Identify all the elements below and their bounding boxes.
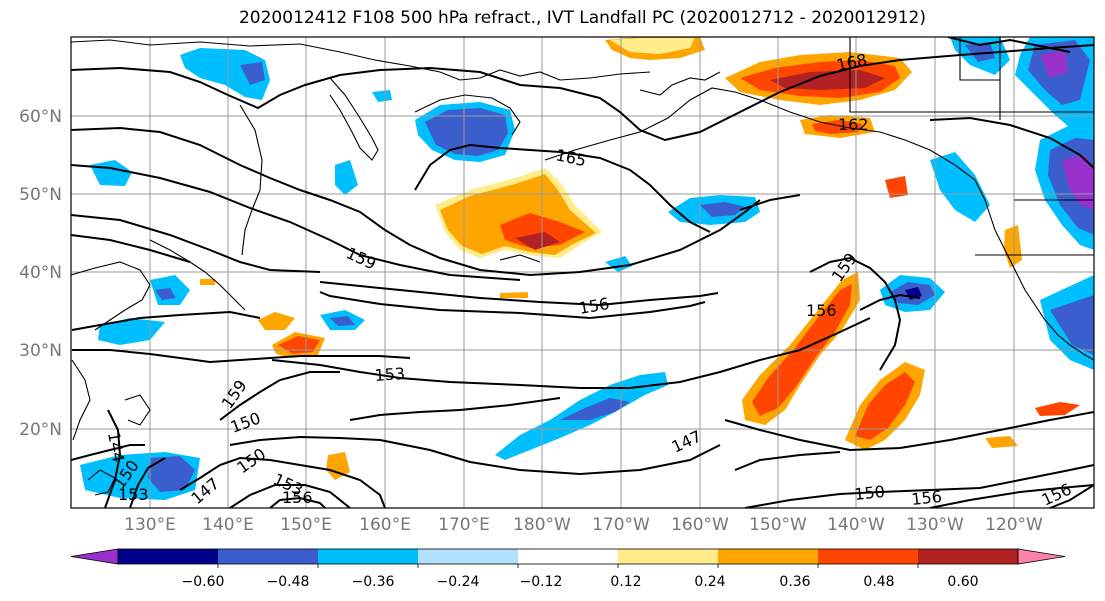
graticule (71, 37, 1094, 508)
colorbar-segments (71, 549, 1065, 564)
lon-label: 170°W (592, 515, 650, 535)
colorbar-segment (418, 549, 519, 564)
lat-label: 50°N (19, 185, 62, 205)
map-panel (71, 37, 1094, 508)
colorbar-segment (518, 549, 619, 564)
coastlines (71, 37, 1094, 496)
lon-label: 140°E (202, 515, 254, 535)
colorbar-segment (218, 549, 319, 564)
colorbar-outline (117, 548, 1019, 565)
colorbar-tick-label: −0.60 (182, 574, 225, 590)
map-frame (70, 36, 1095, 509)
colorbar-segment (318, 549, 419, 564)
lon-label: 170°E (438, 515, 490, 535)
lon-label: 150°E (280, 515, 332, 535)
longitude-labels: 130°E 140°E 150°E 160°E 170°E 180°W 170°… (124, 515, 1043, 535)
colorbar-segment (718, 549, 819, 564)
contour-label: 150 (853, 482, 885, 504)
contour-label: 162 (838, 115, 869, 134)
shaded-anomalies (80, 37, 1094, 500)
colorbar-tick-label: −0.24 (437, 574, 480, 590)
positive-anomaly-small-west (200, 176, 1080, 480)
colorbar-segment (118, 549, 219, 564)
contour-label: 156 (282, 488, 313, 507)
negative-anomaly-northeast-corner (930, 37, 1094, 370)
colorbar-tick-label: −0.36 (352, 574, 395, 590)
lon-label: 130°W (906, 515, 964, 535)
height-contours (71, 37, 1094, 508)
lon-label: 120°W (985, 515, 1043, 535)
lat-label: 20°N (19, 420, 62, 440)
positive-anomaly-alaska (725, 52, 912, 138)
colorbar-segment (818, 549, 919, 564)
colorbar-segment (918, 549, 1019, 564)
lon-label: 130°E (124, 515, 176, 535)
colorbar-extend-min (71, 549, 118, 564)
colorbar-extend-max (1018, 549, 1065, 564)
colorbar-tick-label: 0.48 (863, 574, 894, 590)
contour-label: 156 (910, 487, 942, 509)
lon-label: 150°W (749, 515, 807, 535)
colorbar-tick-label: 0.12 (610, 574, 641, 590)
lat-label: 30°N (19, 341, 62, 361)
contour-label: 156 (806, 301, 837, 320)
lat-label: 60°N (19, 107, 62, 127)
lon-label: 140°W (827, 515, 885, 535)
contour-label: 153 (374, 364, 406, 385)
colorbar-segment (618, 549, 719, 564)
colorbar-tick-label: 0.36 (779, 574, 810, 590)
colorbar-tick-label: 0.24 (694, 574, 725, 590)
contour-label: 153 (118, 485, 149, 504)
lat-label: 40°N (19, 263, 62, 283)
positive-anomaly-central-pacific (435, 168, 602, 258)
colorbar-tick-label: 0.60 (947, 574, 978, 590)
map-title: 2020012412 F108 500 hPa refract., IVT La… (238, 8, 926, 28)
positive-anomaly-east-subtropics (845, 362, 925, 450)
colorbar-tick-label: −0.12 (520, 574, 563, 590)
colorbar-tick-label: −0.48 (267, 574, 310, 590)
colorbar: −0.60 −0.48 −0.36 −0.24 −0.12 0.12 0.24 … (70, 548, 1066, 590)
lon-label: 180°W (513, 515, 571, 535)
positive-anomaly-gulf-of-alaska-top (605, 37, 705, 60)
lon-label: 160°E (359, 515, 411, 535)
latitude-labels: 60°N 50°N 40°N 30°N 20°N (19, 107, 62, 440)
colorbar-ticks (217, 564, 919, 568)
colorbar-tick-labels: −0.60 −0.48 −0.36 −0.24 −0.12 0.12 0.24 … (182, 574, 979, 590)
lon-label: 160°W (671, 515, 729, 535)
